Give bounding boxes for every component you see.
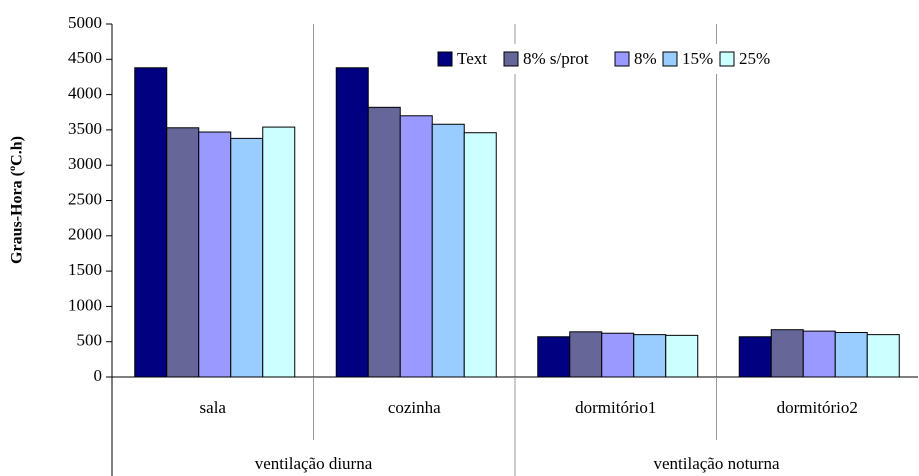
x-tick-label: sala — [200, 398, 227, 417]
bar — [399, 115, 433, 378]
y-tick-label: 3500 — [68, 119, 102, 138]
bar — [601, 332, 635, 378]
bar — [665, 334, 699, 378]
y-tick-label: 1000 — [68, 295, 102, 314]
group-label: ventilação noturna — [653, 454, 779, 473]
legend-swatch — [614, 51, 630, 67]
bar — [198, 131, 232, 378]
x-tick-label: dormitório1 — [575, 398, 656, 417]
legend-label: 8% s/prot — [523, 49, 589, 68]
legend-label: Text — [457, 49, 487, 68]
group-label: ventilação diurna — [255, 454, 373, 473]
legend-label: 8% — [634, 49, 657, 68]
bar — [738, 336, 772, 378]
bar — [866, 334, 900, 378]
y-tick-label: 3000 — [68, 154, 102, 173]
legend-swatch — [503, 51, 519, 67]
bar — [262, 126, 296, 378]
x-tick-label: cozinha — [388, 398, 441, 417]
bar — [834, 332, 868, 378]
bar — [463, 132, 497, 378]
legend-swatch — [662, 51, 678, 67]
y-axis-label: Graus-Hora (ºC.h) — [9, 136, 26, 264]
y-tick-label: 2000 — [68, 225, 102, 244]
legend-swatch — [437, 51, 453, 67]
bar — [367, 106, 401, 378]
bar — [569, 331, 603, 378]
bar — [770, 329, 804, 378]
x-tick-label: dormitório2 — [777, 398, 858, 417]
y-tick-label: 4000 — [68, 84, 102, 103]
y-tick-label: 1500 — [68, 260, 102, 279]
legend-label: 25% — [739, 49, 770, 68]
legend-label: 15% — [682, 49, 713, 68]
bar — [166, 127, 200, 378]
bar — [230, 137, 264, 378]
bar — [335, 67, 369, 378]
bar — [537, 336, 571, 378]
y-tick-label: 4500 — [68, 48, 102, 67]
y-tick-label: 0 — [94, 366, 103, 385]
y-tick-label: 500 — [77, 331, 103, 350]
bar — [431, 123, 465, 378]
bar — [134, 67, 168, 378]
legend-swatch — [719, 51, 735, 67]
y-tick-label: 5000 — [68, 13, 102, 32]
bar — [633, 334, 667, 378]
bar — [802, 330, 836, 378]
y-tick-label: 2500 — [68, 189, 102, 208]
